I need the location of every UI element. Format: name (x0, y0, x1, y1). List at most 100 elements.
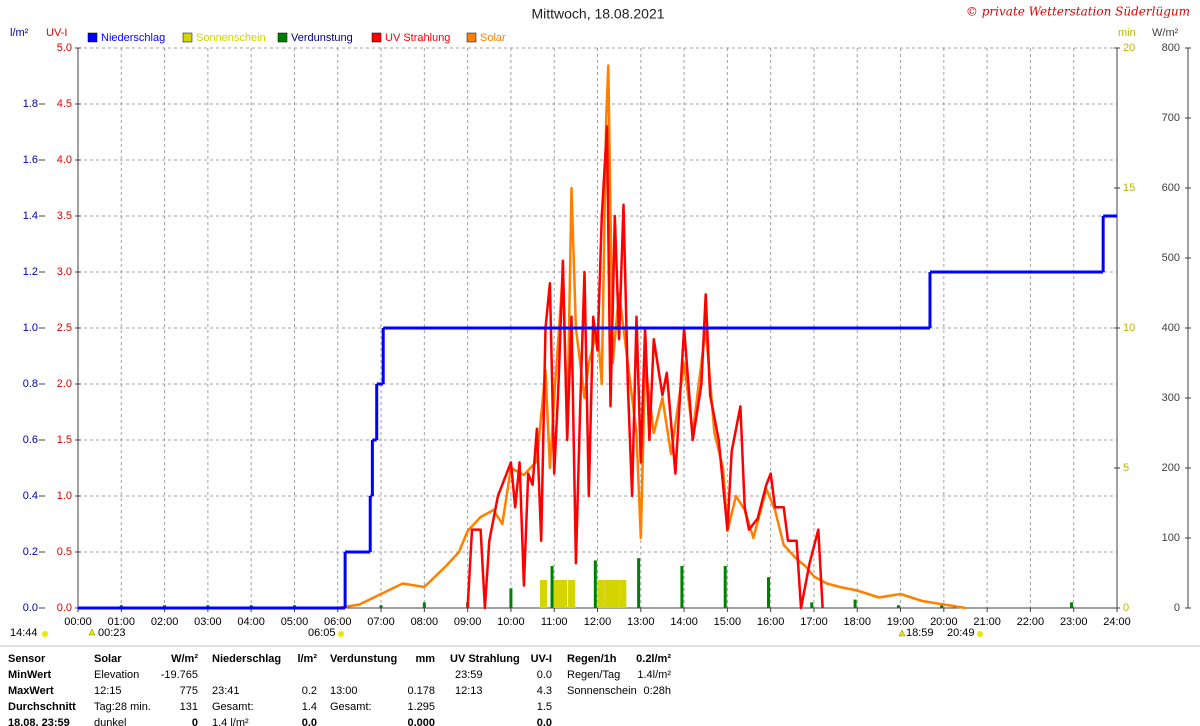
sun-marker (977, 631, 983, 637)
x-tick-label: 15:00 (714, 616, 742, 628)
panel-cell: 12:13 (455, 685, 483, 697)
y2-tick-label: 1.0 (57, 490, 72, 502)
legend-swatch (87, 32, 98, 43)
panel-cell: UV-I (531, 653, 552, 665)
panel-cell: 0.0 (537, 717, 552, 726)
legend-swatch (371, 32, 382, 43)
spike (940, 605, 944, 608)
x-tick-label: 22:00 (1017, 616, 1045, 628)
x-tick-label: 07:00 (367, 616, 395, 628)
y2-tick-label: 2.0 (57, 378, 72, 390)
panel-cell: 131 (180, 701, 198, 713)
panel-cell: Tag:28 min. (94, 701, 151, 713)
bar (619, 580, 627, 608)
panel-cell: Sensor (8, 653, 46, 665)
y3-tick-label: 15 (1123, 182, 1135, 194)
x-tick-label: 14:00 (670, 616, 698, 628)
panel-cell: Regen/Tag (567, 669, 620, 681)
panel-cell: 0:28h (643, 685, 671, 697)
panel-cell: 1.5 (537, 701, 552, 713)
sun-marker (898, 629, 906, 637)
panel-cell: 0.0 (302, 717, 317, 726)
spike (853, 599, 857, 608)
panel-cell: Durchschnitt (8, 701, 76, 713)
bar (568, 580, 576, 608)
y2-tick-label: 4.0 (57, 154, 72, 166)
y-tick-label: 0.6 (23, 434, 38, 446)
y-tick-label: 1.2 (23, 266, 38, 278)
panel-cell: Solar (94, 653, 122, 665)
sun-marker (338, 631, 344, 637)
x-tick-label: 18:00 (843, 616, 871, 628)
y2-axis-title: UV-I (46, 27, 67, 39)
annotation: 06:05 (308, 627, 336, 639)
x-tick-label: 00:00 (64, 616, 92, 628)
y2-tick-label: 2.5 (57, 322, 72, 334)
y-tick-label: 0.0 (23, 602, 38, 614)
panel-cell: 12:15 (94, 685, 122, 697)
x-tick-label: 03:00 (194, 616, 222, 628)
panel-cell: Gesamt: (330, 701, 372, 713)
panel-cell: dunkel (94, 717, 126, 726)
spike (379, 605, 383, 608)
bar (597, 580, 605, 608)
copyright: © private Wetterstation Süderlügum (966, 5, 1190, 19)
legend-label: Verdunstung (291, 32, 353, 44)
y4-tick-label: 100 (1162, 532, 1180, 544)
y2-tick-label: 0.5 (57, 546, 72, 558)
y2-tick-label: 4.5 (57, 98, 72, 110)
spike (637, 558, 641, 608)
y2-tick-label: 0.0 (57, 602, 72, 614)
panel-cell: l/m² (297, 653, 317, 665)
annotation: 20:49 (947, 627, 975, 639)
spike (723, 566, 727, 608)
panel-cell: 0.178 (407, 685, 435, 697)
panel-cell: 23:59 (455, 669, 483, 681)
y2-tick-label: 5.0 (57, 42, 72, 54)
y4-tick-label: 0 (1174, 602, 1180, 614)
x-tick-label: 24:00 (1103, 616, 1131, 628)
x-tick-label: 09:00 (454, 616, 482, 628)
panel-cell: 1.4 (302, 701, 317, 713)
y4-tick-label: 300 (1162, 392, 1180, 404)
x-tick-label: 19:00 (887, 616, 915, 628)
spike (810, 602, 814, 608)
panel-cell: 18.08. 23:59 (8, 717, 70, 726)
panel-cell: 13:00 (330, 685, 358, 697)
sun-marker (42, 631, 48, 637)
x-tick-label: 06:00 (324, 616, 352, 628)
bar (611, 580, 620, 608)
y4-tick-label: 400 (1162, 322, 1180, 334)
y4-tick-label: 500 (1162, 252, 1180, 264)
legend-label: Sonnenschein (196, 32, 266, 44)
spike (1070, 602, 1074, 608)
y4-tick-label: 800 (1162, 42, 1180, 54)
y3-tick-label: 20 (1123, 42, 1135, 54)
y3-tick-label: 0 (1123, 602, 1129, 614)
y4-tick-label: 700 (1162, 112, 1180, 124)
panel-cell: Niederschlag (212, 653, 281, 665)
x-tick-label: 11:00 (541, 616, 568, 628)
panel-cell: MinWert (8, 669, 52, 681)
panel-cell: 0.2 (302, 685, 317, 697)
x-tick-label: 10:00 (497, 616, 525, 628)
panel-cell: 1.4l/m² (637, 669, 671, 681)
y-tick-label: 1.6 (23, 154, 38, 166)
panel-cell: 23:41 (212, 685, 240, 697)
legend-label: Niederschlag (101, 32, 165, 44)
y-axis-title: l/m² (10, 27, 29, 39)
bar (559, 580, 568, 608)
spike (509, 588, 513, 608)
panel-cell: 0.000 (407, 717, 435, 726)
y3-tick-label: 10 (1123, 322, 1135, 334)
annotation: 18:59 (906, 627, 934, 639)
legend-swatch (182, 32, 193, 43)
x-tick-label: 17:00 (800, 616, 828, 628)
bar (552, 580, 561, 608)
sun-marker (88, 628, 96, 636)
panel-cell: W/m² (171, 653, 198, 665)
annotation: 00:23 (98, 627, 126, 639)
panel-cell: 1.4 l/m² (212, 717, 249, 726)
x-tick-label: 05:00 (281, 616, 309, 628)
